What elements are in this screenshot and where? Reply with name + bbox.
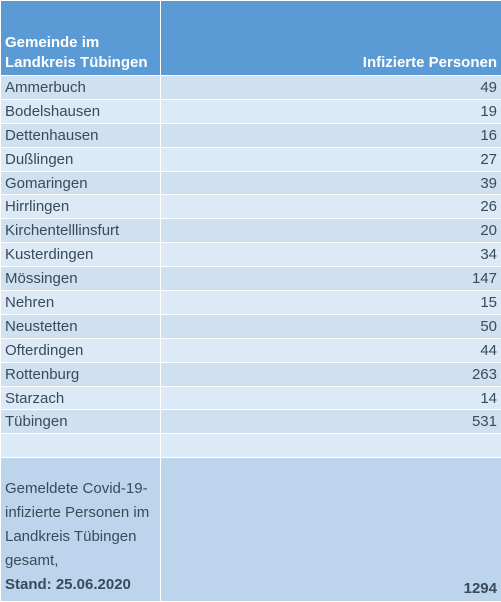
- table-header-row: Gemeinde im Landkreis Tübingen Infiziert…: [1, 1, 501, 76]
- total-value: 1294: [161, 458, 501, 602]
- gemeinde-cell: Kusterdingen: [1, 243, 161, 267]
- infizierte-cell: 50: [161, 314, 501, 338]
- gemeinde-cell: Dettenhausen: [1, 123, 161, 147]
- infizierte-cell: 26: [161, 195, 501, 219]
- gemeinde-cell: Hirrlingen: [1, 195, 161, 219]
- gemeinde-cell: Tübingen: [1, 410, 161, 434]
- total-label: Gemeldete Covid-19-infizierte Personen i…: [5, 480, 149, 569]
- infizierte-cell: 16: [161, 123, 501, 147]
- total-label-cell: Gemeldete Covid-19-infizierte Personen i…: [1, 458, 161, 602]
- infizierte-cell: 39: [161, 171, 501, 195]
- infizierte-cell: 44: [161, 338, 501, 362]
- gemeinde-cell: Rottenburg: [1, 362, 161, 386]
- infizierte-cell: 531: [161, 410, 501, 434]
- gemeinde-cell: Ofterdingen: [1, 338, 161, 362]
- infizierte-cell: 34: [161, 243, 501, 267]
- gemeinde-cell: Starzach: [1, 386, 161, 410]
- total-row: Gemeldete Covid-19-infizierte Personen i…: [1, 458, 501, 602]
- infizierte-cell: 147: [161, 267, 501, 291]
- gemeinde-cell: Dußlingen: [1, 147, 161, 171]
- header-gemeinde: Gemeinde im Landkreis Tübingen: [1, 1, 161, 76]
- infizierte-cell: 15: [161, 291, 501, 315]
- gemeinde-cell: Gomaringen: [1, 171, 161, 195]
- gemeinde-cell: Nehren: [1, 291, 161, 315]
- gemeinde-cell: Bodelshausen: [1, 99, 161, 123]
- gemeinde-cell: Neustetten: [1, 314, 161, 338]
- infizierte-cell: 19: [161, 99, 501, 123]
- stand-date: Stand: 25.06.2020: [5, 576, 131, 593]
- infizierte-cell: 27: [161, 147, 501, 171]
- empty-row: [1, 434, 501, 458]
- infizierte-cell: 14: [161, 386, 501, 410]
- gemeinde-cell: Ammerbuch: [1, 76, 161, 100]
- gemeinde-cell: Kirchentelllinsfurt: [1, 219, 161, 243]
- header-infizierte: Infizierte Personen: [161, 1, 501, 76]
- gemeinde-cell: Mössingen: [1, 267, 161, 291]
- infizierte-cell: 49: [161, 76, 501, 100]
- infizierte-cell: 263: [161, 362, 501, 386]
- infizierte-cell: 20: [161, 219, 501, 243]
